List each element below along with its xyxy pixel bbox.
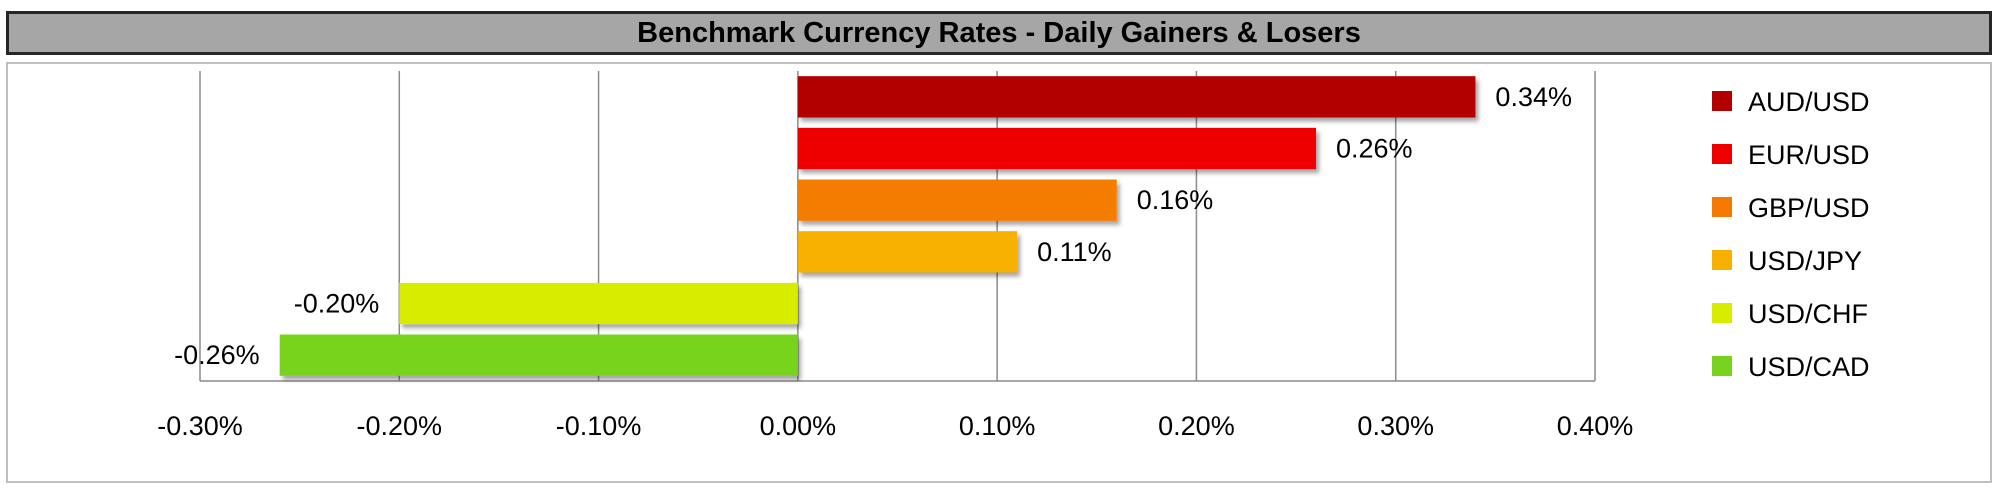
data-label: 0.11% [1037, 237, 1112, 267]
legend-label: AUD/USD [1748, 87, 1870, 117]
x-tick-label: -0.30% [157, 411, 243, 441]
x-tick-label: 0.20% [1158, 411, 1235, 441]
data-label: -0.26% [174, 340, 260, 370]
bar-gbp-usd [797, 179, 1117, 221]
bar-usd-chf [399, 282, 798, 325]
legend-label: USD/CAD [1748, 352, 1870, 382]
legend-label: GBP/USD [1748, 193, 1870, 223]
x-tick-label: 0.40% [1557, 411, 1634, 441]
data-label: 0.34% [1495, 82, 1572, 112]
data-label: 0.26% [1336, 134, 1413, 164]
x-tick-label: 0.30% [1357, 411, 1434, 441]
legend-swatch [1712, 144, 1732, 164]
gridlines [199, 71, 1596, 382]
bar-aud-usd [797, 76, 1476, 118]
chart-title: Benchmark Currency Rates - Daily Gainers… [637, 16, 1361, 49]
legend-swatch [1712, 91, 1732, 111]
bar-eur-usd [797, 127, 1316, 170]
data-labels: 0.34% 0.26% 0.16% 0.11% -0.20% -0.26% [174, 82, 1572, 370]
legend-label: USD/CHF [1748, 299, 1868, 329]
x-tick-label: -0.10% [556, 411, 642, 441]
x-tick-label: -0.20% [357, 411, 443, 441]
x-tick-label: 0.10% [959, 411, 1036, 441]
x-axis-ticks: -0.30% -0.20% -0.10% 0.00% 0.10% 0.20% 0.30% 0.… [157, 411, 1633, 441]
data-label: 0.16% [1137, 185, 1214, 215]
data-label: -0.20% [294, 289, 380, 319]
legend-swatch [1712, 250, 1732, 270]
bar-usd-cad [279, 334, 798, 376]
chart-title-bar: Benchmark Currency Rates - Daily Gainers… [6, 11, 1992, 55]
bars [279, 76, 1476, 376]
x-tick-label: 0.00% [760, 411, 837, 441]
legend-label: EUR/USD [1748, 140, 1870, 170]
legend-swatch [1712, 303, 1732, 323]
legend: AUD/USD EUR/USD GBP/USD USD/JPY USD/CHF USD/C… [1712, 87, 1870, 382]
legend-swatch [1712, 356, 1732, 376]
bar-usd-jpy [797, 231, 1018, 273]
legend-swatch [1712, 197, 1732, 217]
legend-label: USD/JPY [1748, 246, 1862, 276]
